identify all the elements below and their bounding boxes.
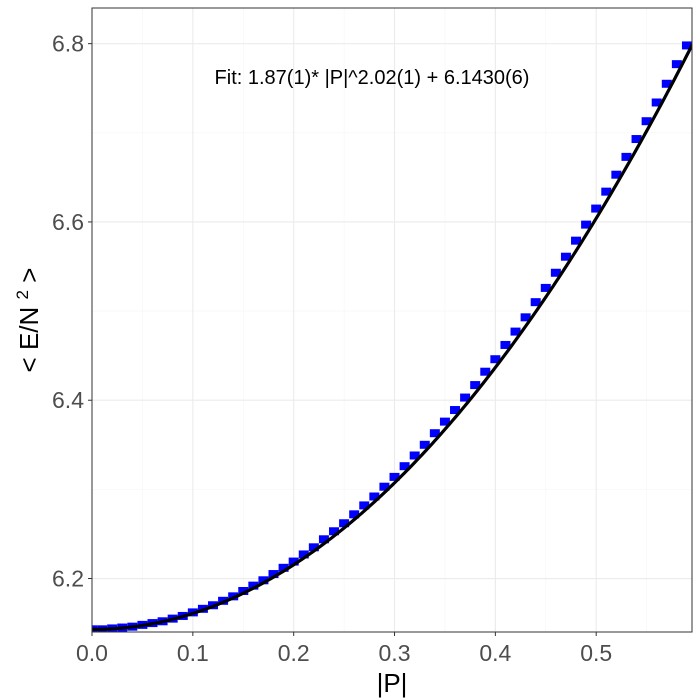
data-point — [621, 152, 632, 161]
data-point — [258, 576, 269, 585]
x-tick-label: 0.4 — [479, 640, 511, 666]
plot-border — [91, 7, 693, 633]
data-point — [339, 519, 350, 528]
y-tick-label: 6.2 — [52, 566, 84, 592]
data-point — [530, 298, 541, 307]
data-point — [298, 550, 309, 559]
data-point — [389, 472, 400, 481]
data-point — [571, 236, 582, 245]
data-point — [399, 462, 410, 471]
minor-gridlines — [92, 8, 692, 632]
data-point — [278, 563, 289, 572]
major-gridlines — [91, 8, 692, 632]
data-point — [520, 313, 531, 322]
y-tick-label: 6.4 — [52, 387, 84, 413]
fit-curve-layer — [92, 41, 692, 631]
data-point — [308, 543, 319, 552]
y-tick-label: 6.6 — [52, 209, 84, 235]
y-axis-ticks: 6.2 6.4 6.6 6.8 — [52, 31, 92, 592]
x-tick-label: 0.3 — [379, 640, 411, 666]
x-tick-label: 0.2 — [278, 640, 310, 666]
data-point — [349, 510, 360, 519]
data-point — [581, 220, 592, 229]
data-point — [480, 367, 491, 376]
data-point — [510, 327, 521, 336]
x-axis-ticks: 0.0 0.1 0.2 0.3 0.4 0.5 — [76, 632, 612, 666]
y-axis-title-suffix: > — [14, 268, 44, 283]
data-point — [329, 527, 340, 536]
data-point — [671, 60, 682, 69]
data-point — [611, 170, 622, 179]
data-point — [591, 204, 602, 213]
data-point — [369, 492, 380, 501]
fit-curve — [92, 41, 692, 631]
data-point — [641, 117, 652, 126]
data-point — [439, 417, 450, 426]
data-point — [359, 501, 370, 510]
x-tick-label: 0.0 — [76, 640, 108, 666]
data-point — [318, 535, 329, 544]
x-tick-label: 0.5 — [580, 640, 612, 666]
fit-annotation: Fit: 1.87(1)* |P|^2.02(1) + 6.1430(6) — [215, 67, 530, 89]
data-point — [500, 340, 511, 349]
data-point — [379, 482, 390, 491]
plot-panel — [92, 8, 692, 632]
data-point — [560, 252, 571, 261]
data-point — [651, 98, 662, 107]
data-point — [540, 283, 551, 292]
data-point — [248, 581, 259, 590]
data-point — [681, 41, 692, 50]
data-point — [288, 557, 299, 566]
data-point — [550, 268, 561, 277]
data-point — [238, 586, 249, 595]
data-point — [631, 135, 642, 144]
y-axis-title-main: < E/N — [14, 307, 44, 373]
data-point — [490, 355, 501, 364]
data-point — [419, 440, 430, 449]
data-point — [601, 187, 612, 196]
data-point — [460, 393, 471, 402]
data-point — [450, 406, 461, 415]
y-axis-title: < E/N 2 > — [4, 268, 44, 373]
y-tick-label: 6.8 — [52, 31, 84, 57]
data-point — [429, 429, 440, 438]
x-axis-title: |P| — [377, 668, 408, 698]
data-point — [661, 79, 672, 88]
data-point — [268, 570, 279, 579]
data-point — [470, 381, 481, 390]
data-point — [409, 451, 420, 460]
y-axis-title-superscript: 2 — [13, 290, 32, 299]
x-tick-label: 0.1 — [177, 640, 209, 666]
